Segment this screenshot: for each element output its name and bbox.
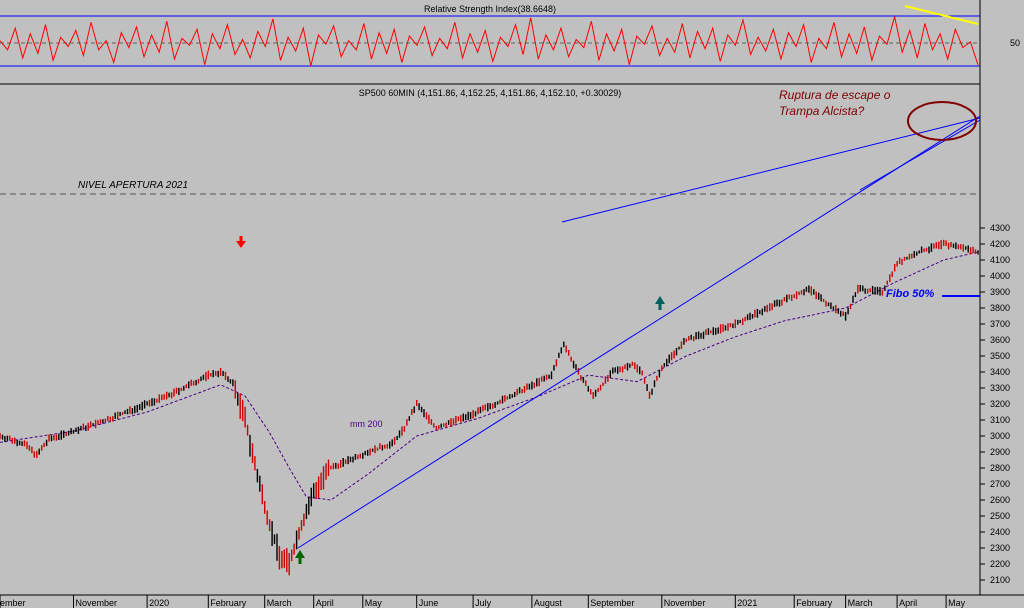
price-tick-label: 2200 [990, 559, 1010, 569]
price-tick-label: 2100 [990, 575, 1010, 585]
time-tick-label: November [76, 598, 118, 608]
time-tick-label: February [210, 598, 247, 608]
price-tick-label: 3000 [990, 431, 1010, 441]
time-tick-label: 2021 [737, 598, 757, 608]
price-tick-label: 2800 [990, 463, 1010, 473]
rsi-panel: Relative Strength Index(38.6648) 50 [0, 4, 1020, 67]
price-tick-label: 3100 [990, 415, 1010, 425]
price-tick-label: 2500 [990, 511, 1010, 521]
price-bars [0, 239, 979, 576]
price-tick-label: 2700 [990, 479, 1010, 489]
price-tick-label: 3400 [990, 367, 1010, 377]
fibo-label: Fibo 50% [886, 288, 935, 300]
rsi-series-line [0, 16, 979, 67]
resistance-trendline [561, 117, 981, 223]
time-tick-label: April [316, 598, 334, 608]
red-down-arrow-icon [236, 236, 246, 248]
time-axis-labels: ember November 2020 February March April May Ju… [0, 595, 966, 608]
teal-up-arrow-icon [655, 296, 665, 310]
time-tick-label: November [664, 598, 706, 608]
price-tick-label: 2900 [990, 447, 1010, 457]
price-tick-label: 3900 [990, 287, 1010, 297]
time-tick-label: July [475, 598, 492, 608]
time-tick-label: September [590, 598, 634, 608]
time-tick-label: ember [0, 598, 26, 608]
time-tick-label: June [419, 598, 439, 608]
time-tick-label: May [948, 598, 966, 608]
time-tick-label: April [899, 598, 917, 608]
ma200-line [0, 251, 979, 501]
time-tick-label: August [534, 598, 563, 608]
price-tick-label: 3500 [990, 351, 1010, 361]
price-title: SP500 60MIN (4,151.86, 4,152.25, 4,151.8… [359, 88, 621, 98]
price-tick-label: 4300 [990, 223, 1010, 233]
annotation-line-1: Ruptura de escape o [779, 88, 891, 102]
time-tick-label: February [796, 598, 833, 608]
price-tick-label: 4000 [990, 271, 1010, 281]
price-axis: 2100 2200 2300 2400 2500 2600 2700 2800 2900 3000… [980, 223, 1010, 585]
support-trendline [297, 115, 981, 549]
time-tick-label: March [848, 598, 873, 608]
opening-level-label: NIVEL APERTURA 2021 [78, 180, 188, 191]
time-tick-label: May [365, 598, 383, 608]
price-tick-label: 3300 [990, 383, 1010, 393]
price-tick-label: 3200 [990, 399, 1010, 409]
annotation-line-2: Trampa Alcista? [779, 104, 865, 118]
price-tick-label: 2300 [990, 543, 1010, 553]
price-tick-label: 3600 [990, 335, 1010, 345]
price-tick-label: 3700 [990, 319, 1010, 329]
price-panel: NIVEL APERTURA 2021 Fibo 50% Ruptura de … [0, 88, 981, 576]
rsi-title: Relative Strength Index(38.6648) [424, 4, 556, 14]
price-tick-label: 4200 [990, 239, 1010, 249]
inner-trendline [859, 119, 981, 191]
rsi-tick-50: 50 [1010, 38, 1020, 48]
price-tick-label: 2400 [990, 527, 1010, 537]
time-tick-label: 2020 [149, 598, 169, 608]
green-up-arrow-icon [295, 550, 305, 564]
time-tick-label: March [267, 598, 292, 608]
ma200-label: mm 200 [350, 419, 383, 429]
ellipse-highlight [907, 101, 977, 141]
price-tick-label: 4100 [990, 255, 1010, 265]
rsi-trendline [904, 5, 979, 25]
price-tick-label: 2600 [990, 495, 1010, 505]
price-tick-label: 3800 [990, 303, 1010, 313]
